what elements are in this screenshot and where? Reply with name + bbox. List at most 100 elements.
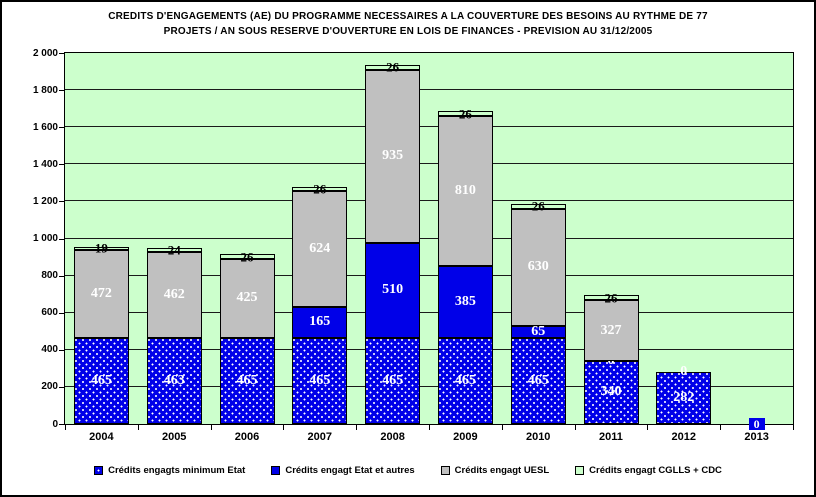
y-axis-label: 0 bbox=[52, 418, 58, 430]
legend-swatch-green-icon bbox=[575, 466, 585, 475]
x-axis-label: 2008 bbox=[380, 431, 405, 443]
gridline bbox=[65, 274, 793, 276]
bar-segment-green bbox=[219, 254, 275, 259]
x-axis-label: 2005 bbox=[161, 431, 187, 443]
legend-swatch-blue-solid-icon bbox=[271, 466, 281, 475]
x-axis-tick bbox=[501, 425, 503, 430]
bar-segment-green bbox=[292, 186, 348, 192]
y-axis-label: 1 400 bbox=[32, 158, 58, 170]
stacked-bar-2005: 463 462 24 bbox=[146, 53, 202, 424]
bar-segment-gray bbox=[146, 252, 202, 339]
y-axis-label: 800 bbox=[41, 270, 58, 282]
chart-title-line-1: CREDITS D'ENGAGEMENTS (AE) DU PROGRAMME … bbox=[108, 11, 708, 22]
chart-title-line-2: PROJETS / AN SOUS RESERVE D'OUVERTURE EN… bbox=[163, 26, 653, 37]
x-axis-label: 2011 bbox=[599, 431, 623, 443]
bar-segment-green bbox=[437, 111, 493, 117]
y-axis-label: 200 bbox=[41, 381, 58, 393]
bar-segment-green bbox=[365, 64, 421, 70]
y-axis-label: 1 600 bbox=[32, 121, 58, 133]
bar-segment-gray bbox=[292, 191, 348, 308]
x-axis-tick bbox=[720, 425, 722, 430]
gridline bbox=[65, 163, 793, 165]
x-axis-label: 2006 bbox=[234, 431, 260, 443]
bar-segment-blue-dotted bbox=[292, 337, 348, 424]
legend-swatch-gray-icon bbox=[440, 466, 450, 475]
bar-segment-blue-dotted bbox=[365, 337, 421, 424]
x-axis-tick bbox=[210, 425, 212, 430]
x-axis-tick bbox=[65, 425, 66, 430]
stacked-bar-2012: 282 0 bbox=[656, 53, 712, 424]
y-axis-label: 1 800 bbox=[32, 84, 58, 96]
bar-segment-blue-dotted bbox=[73, 337, 129, 424]
data-label: 0 bbox=[748, 418, 765, 430]
legend-label: Crédits engagt UESL bbox=[454, 465, 550, 476]
x-axis-tick bbox=[137, 425, 139, 430]
bar-segment-blue-dotted bbox=[219, 337, 275, 424]
bar-segment-blue-dotted bbox=[656, 371, 712, 424]
bar-segment-gray bbox=[73, 250, 129, 338]
legend-label: Crédits engagt CGLLS + CDC bbox=[589, 465, 722, 476]
gridline bbox=[65, 311, 793, 313]
bar-segment-gray bbox=[437, 116, 493, 267]
y-axis-tick bbox=[59, 386, 65, 388]
gridline bbox=[65, 348, 793, 350]
y-axis-tick bbox=[59, 201, 65, 203]
x-axis-tick bbox=[356, 425, 358, 430]
legend-item: Crédits engagt CGLLS + CDC bbox=[575, 465, 722, 476]
y-axis-label: 600 bbox=[41, 307, 58, 319]
bar-segment-gray bbox=[365, 69, 421, 244]
bar-segment-green bbox=[146, 247, 202, 253]
bar-segment-blue-solid bbox=[437, 266, 493, 338]
y-axis-tick bbox=[59, 127, 65, 129]
gridline bbox=[65, 200, 793, 202]
legend-label: Crédits engagt Etat et autres bbox=[285, 465, 415, 476]
legend-item: Crédits engagt Etat et autres bbox=[271, 465, 415, 476]
legend-item: Crédits engagt UESL bbox=[440, 465, 550, 476]
plot-area: 465 472 19 463 462 24 465 425 26 465 165 624 26 465 51… bbox=[64, 52, 794, 430]
y-axis-tick bbox=[59, 90, 65, 92]
x-axis-label: 2012 bbox=[671, 431, 697, 443]
bar-segment-green bbox=[583, 295, 639, 301]
gridline bbox=[65, 126, 793, 128]
bar-segment-blue-dotted bbox=[146, 338, 202, 424]
x-axis-label: 2010 bbox=[525, 431, 551, 443]
stacked-bar-2008: 465 510 935 26 bbox=[365, 53, 421, 424]
y-axis-label: 1 000 bbox=[32, 233, 58, 244]
stacked-bar-2007: 465 165 624 26 bbox=[292, 53, 348, 424]
y-axis-tick bbox=[59, 164, 65, 166]
stacked-bar-2013: 0 bbox=[729, 53, 784, 430]
x-axis-label: 2009 bbox=[453, 431, 478, 443]
y-axis-label: 1 200 bbox=[32, 195, 58, 207]
stacked-bar-2010: 465 65 630 26 bbox=[510, 53, 566, 424]
legend-item: Crédits engagts minimum Etat bbox=[94, 465, 245, 476]
y-axis-tick bbox=[59, 53, 65, 54]
bar-segment-green bbox=[73, 246, 129, 251]
bar-segment-gray bbox=[583, 300, 639, 361]
bar-segment-gray bbox=[219, 258, 275, 338]
y-axis-tick bbox=[59, 349, 65, 351]
x-axis-tick bbox=[793, 425, 794, 430]
x-axis-tick bbox=[283, 425, 285, 430]
stacked-bar-2006: 465 425 26 bbox=[219, 53, 275, 424]
bar-segment-blue-solid bbox=[365, 243, 421, 338]
y-axis-tick bbox=[59, 238, 65, 240]
stacked-bar-2004: 465 472 19 bbox=[73, 53, 129, 424]
bar-segment-blue-dotted bbox=[510, 337, 566, 424]
legend: Crédits engagts minimum Etat Crédits enga… bbox=[2, 465, 814, 476]
stacked-bar-2011: 340032726 bbox=[583, 53, 639, 424]
bar-segment-gray bbox=[510, 208, 566, 326]
x-axis-label: 2007 bbox=[307, 431, 333, 443]
y-axis-label: 400 bbox=[41, 344, 58, 356]
y-axis-label: 2 000 bbox=[32, 47, 58, 59]
x-axis-tick bbox=[647, 425, 649, 430]
bar-segment-blue-solid bbox=[292, 307, 348, 338]
gridline bbox=[65, 89, 793, 91]
gridline bbox=[65, 385, 793, 387]
bar-segment-blue-dotted bbox=[437, 337, 493, 424]
bar-segment-blue-solid bbox=[510, 325, 566, 338]
stacked-bar-2009: 465 385 810 26 bbox=[437, 53, 493, 424]
x-axis-tick bbox=[574, 425, 576, 430]
y-axis-tick bbox=[59, 275, 65, 277]
y-axis-tick bbox=[59, 312, 65, 314]
